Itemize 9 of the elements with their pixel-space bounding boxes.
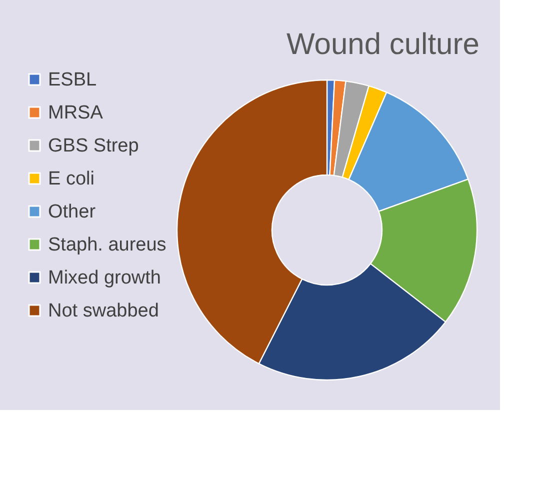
legend-label: Staph. aureus: [48, 234, 166, 256]
legend-label: GBS Strep: [48, 136, 139, 156]
legend-label: Mixed growth: [48, 268, 161, 288]
legend-label: Other: [48, 202, 96, 222]
chart-title: Wound culture: [286, 28, 480, 61]
legend-label: Not swabbed: [48, 300, 159, 322]
legend-label: E coli: [48, 168, 94, 190]
legend-label: MRSA: [48, 102, 104, 124]
legend-label: ESBL: [48, 70, 97, 90]
